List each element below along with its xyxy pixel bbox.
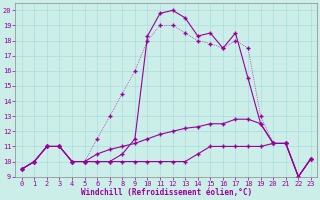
X-axis label: Windchill (Refroidissement éolien,°C): Windchill (Refroidissement éolien,°C) <box>81 188 252 197</box>
